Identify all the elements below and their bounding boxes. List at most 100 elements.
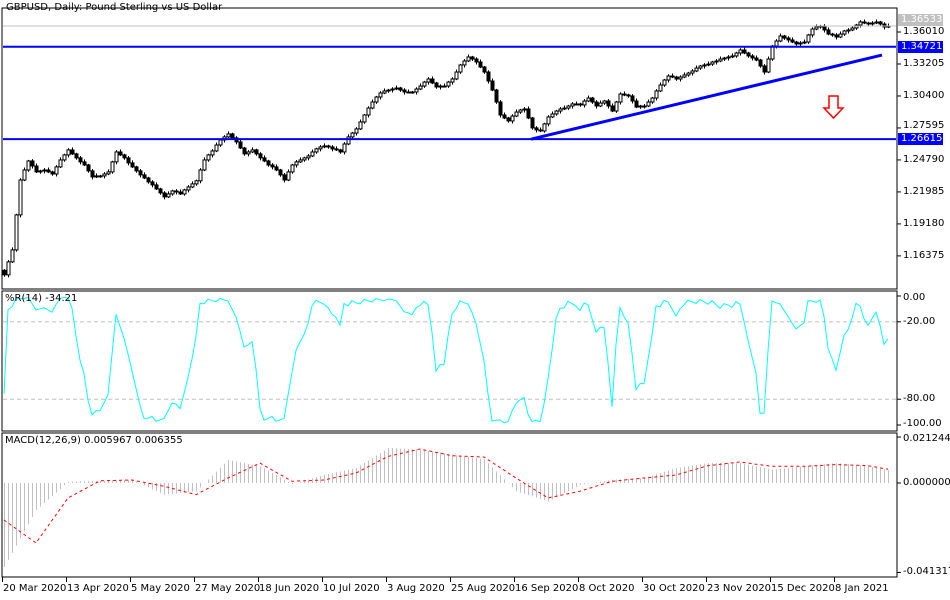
candle — [514, 109, 519, 118]
candle-body — [534, 127, 539, 131]
candle-body — [354, 128, 359, 134]
candle — [138, 169, 143, 178]
candle — [762, 64, 767, 75]
candle-body — [694, 67, 699, 72]
candle-body — [746, 52, 751, 57]
candle — [18, 178, 23, 218]
candle — [650, 96, 655, 104]
candle — [874, 19, 879, 25]
candle — [134, 165, 139, 173]
ascending-trendline — [530, 53, 883, 141]
candle-body — [62, 154, 67, 161]
candle-body — [330, 146, 335, 150]
date-tick-label: 8 Jan 2021 — [835, 583, 889, 594]
candle — [114, 150, 119, 165]
candle-body — [82, 161, 87, 166]
candle — [130, 160, 135, 169]
wr-tick-label: -100.00 — [903, 418, 942, 429]
candle — [386, 88, 391, 93]
candle — [686, 71, 691, 77]
candle — [298, 157, 303, 164]
candle-body — [690, 70, 695, 74]
candle-body — [842, 30, 847, 35]
candle-body — [490, 80, 495, 91]
candle — [226, 131, 231, 139]
date-tick-label: 30 Oct 2020 — [643, 583, 705, 594]
candle — [834, 33, 839, 40]
candle-body — [486, 71, 491, 82]
candle — [594, 100, 599, 109]
candle-body — [850, 27, 855, 31]
candle — [438, 84, 443, 90]
candle-body — [786, 37, 791, 41]
candle — [118, 149, 123, 157]
candle — [26, 159, 31, 172]
candle — [430, 76, 435, 85]
candle-body — [398, 87, 403, 91]
candle — [494, 88, 499, 104]
candle-body — [6, 261, 11, 276]
candle-body — [450, 78, 455, 83]
candle-body — [406, 91, 411, 94]
candle — [614, 100, 619, 113]
candle-body — [78, 157, 83, 163]
arrow-down-outline-icon — [822, 95, 845, 120]
candle-body — [90, 170, 95, 178]
candle — [606, 99, 611, 109]
date-tick-label: 13 Apr 2020 — [67, 583, 129, 594]
candle — [730, 53, 735, 59]
candle — [30, 159, 35, 169]
candle — [102, 172, 107, 179]
candle — [154, 182, 159, 191]
candle-body — [762, 65, 767, 73]
candle-body — [678, 76, 683, 80]
candle-body — [598, 102, 603, 107]
candle-body — [394, 87, 399, 90]
candle — [374, 95, 379, 104]
candle-body — [662, 79, 667, 86]
candle — [10, 247, 15, 264]
candle — [250, 147, 255, 154]
candle — [866, 21, 871, 26]
date-tick-label: 3 Aug 2020 — [387, 583, 445, 594]
date-tick-label: 23 Nov 2020 — [707, 583, 772, 594]
candle-body — [166, 193, 171, 198]
candle — [558, 107, 563, 114]
candle — [578, 102, 583, 107]
candle — [766, 56, 771, 74]
candle — [854, 23, 859, 30]
candle — [722, 56, 727, 61]
macd-tick-label: -0.041317 — [903, 566, 950, 577]
candle — [862, 19, 867, 25]
candle — [502, 112, 507, 120]
candle-body — [642, 105, 647, 108]
candle-body — [474, 58, 479, 63]
candle — [622, 91, 627, 97]
candle — [570, 102, 575, 109]
candle — [82, 159, 87, 167]
date-tick-label: 15 Dec 2020 — [771, 583, 835, 594]
candle-body — [826, 29, 831, 35]
candle-body — [94, 175, 99, 178]
candle-body — [726, 56, 731, 59]
candle — [2, 269, 7, 277]
candle-body — [194, 180, 199, 185]
candle-body — [10, 249, 15, 263]
candle — [70, 147, 75, 156]
macd-panel-frame — [1, 432, 898, 578]
candle-body — [502, 114, 507, 119]
candle-body — [522, 108, 527, 111]
candle — [750, 54, 755, 61]
candle — [818, 24, 823, 29]
wr-panel-frame — [1, 290, 898, 432]
candle — [462, 59, 467, 68]
candle-body — [862, 21, 867, 24]
candle — [122, 153, 127, 160]
date-tick-label: 20 Mar 2020 — [3, 583, 67, 594]
candle-body — [334, 148, 339, 151]
candle — [562, 105, 567, 111]
candle — [286, 169, 291, 182]
candle — [710, 60, 715, 66]
candle-body — [750, 55, 755, 59]
candle — [142, 172, 147, 180]
